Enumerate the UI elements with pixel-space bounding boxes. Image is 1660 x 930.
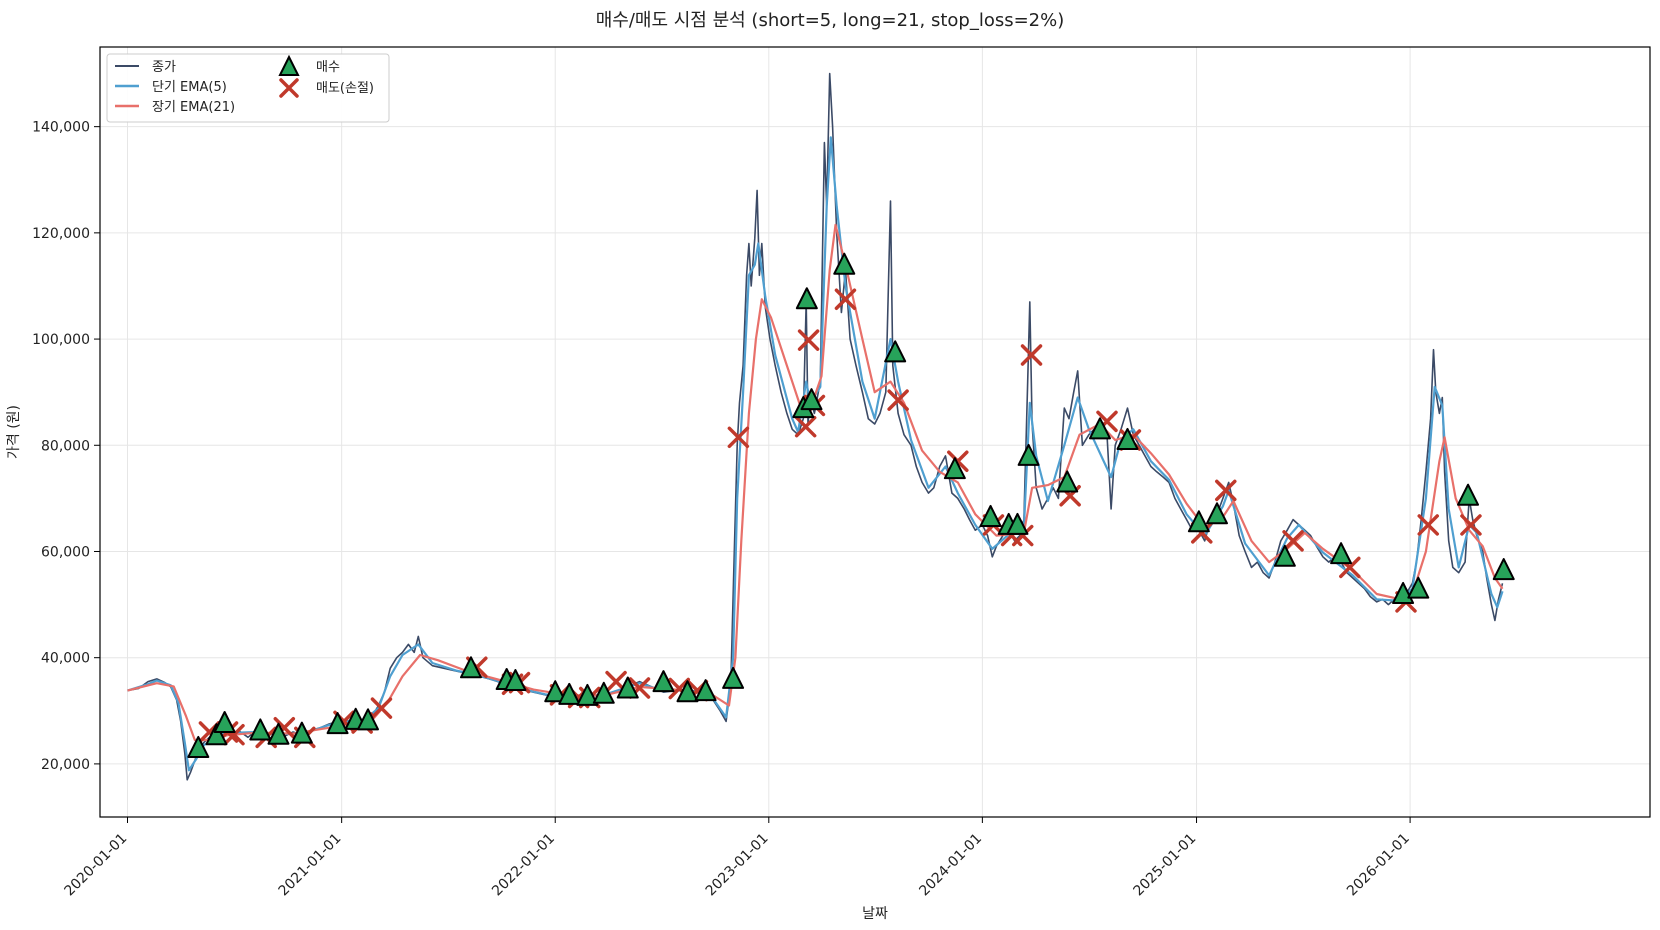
legend-sell-label: 매도(손절) <box>316 81 374 96</box>
x-tick-label: 2024-01-01 <box>916 831 985 900</box>
legend-ema-short-label: 단기 EMA(5) <box>152 80 227 95</box>
series-layer <box>127 72 1504 781</box>
y-tick-label: 140,000 <box>32 120 90 136</box>
buy-marker <box>187 735 210 758</box>
sell-marker <box>1460 514 1482 536</box>
close-price-line <box>127 72 1504 781</box>
y-tick-label: 60,000 <box>41 544 90 560</box>
buy-marker <box>213 711 236 734</box>
buy-marker <box>652 670 675 693</box>
sell-marker <box>834 288 857 310</box>
buy-marker <box>1088 417 1111 440</box>
buy-marker <box>267 722 290 745</box>
grid <box>100 47 1650 817</box>
buy-marker <box>504 669 527 692</box>
sell-marker <box>887 389 909 411</box>
y-tick-label: 20,000 <box>41 757 90 773</box>
buy-marker <box>943 457 966 480</box>
buy-marker <box>544 680 567 703</box>
buy-marker <box>795 287 818 310</box>
x-tick-label: 2022-01-01 <box>489 831 558 900</box>
legend-buy-label: 매수 <box>316 60 340 75</box>
x-tick-label: 2025-01-01 <box>1131 831 1200 900</box>
buy-marker <box>1006 512 1029 535</box>
buy-marker <box>1206 502 1229 525</box>
legend-ema-long-label: 장기 EMA(21) <box>152 100 235 115</box>
buy-marker <box>979 504 1002 527</box>
y-tick-label: 40,000 <box>41 651 90 667</box>
sell-marker <box>1417 514 1439 536</box>
buy-marker <box>205 723 228 746</box>
sell-marker <box>370 697 393 719</box>
legend-box <box>106 53 390 123</box>
buy-marker <box>592 681 615 704</box>
buy-marker <box>356 708 379 731</box>
signal-markers <box>187 252 1515 758</box>
buy-marker <box>459 656 482 679</box>
buy-marker <box>326 712 349 735</box>
sell-marker <box>727 426 750 449</box>
ema-long-line <box>127 223 1504 742</box>
buy-marker <box>884 340 907 363</box>
buy-marker <box>558 682 581 705</box>
buy-marker <box>800 388 823 411</box>
legend: 종가 단기 EMA(5) 장기 EMA(21) 매수 매도(손절) <box>106 53 390 123</box>
buy-marker <box>1273 544 1296 567</box>
legend-close-label: 종가 <box>152 60 176 75</box>
sell-marker <box>1282 530 1304 552</box>
plot-frame <box>99 46 1651 818</box>
buy-marker <box>1187 510 1210 533</box>
sell-marker <box>1020 344 1043 366</box>
x-tick-label: 2023-01-01 <box>703 831 772 900</box>
buy-marker <box>616 676 639 699</box>
buy-marker <box>576 683 599 706</box>
buy-marker <box>1056 470 1079 493</box>
buy-marker <box>290 721 313 744</box>
ema-short-line <box>127 136 1504 772</box>
buy-marker <box>676 680 699 703</box>
buy-marker <box>1116 427 1139 450</box>
buy-marker <box>694 679 717 702</box>
y-tick-label: 100,000 <box>32 332 90 348</box>
buy-marker <box>1407 576 1430 599</box>
axes: 20,000 40,000 60,000 80,000 100,000 120,000 14… <box>32 120 1413 900</box>
sell-marker <box>1215 479 1237 502</box>
buy-marker <box>1330 542 1353 565</box>
x-axis-label: 날짜 <box>862 906 888 922</box>
sell-marker <box>797 329 820 351</box>
buy-marker <box>1492 558 1515 581</box>
chart-title: 매수/매도 시점 분석 (short=5, long=21, stop_loss… <box>596 10 1065 31</box>
buy-marker <box>722 666 745 689</box>
x-tick-label: 2021-01-01 <box>276 831 345 900</box>
buy-marker <box>833 252 856 275</box>
y-tick-label: 120,000 <box>32 226 90 242</box>
y-tick-label: 80,000 <box>41 438 90 454</box>
sell-marker <box>794 415 817 438</box>
legend-buy-marker <box>278 54 300 76</box>
buy-marker <box>249 718 272 741</box>
legend-sell-marker <box>279 78 299 98</box>
buy-marker <box>1017 443 1040 466</box>
buy-marker <box>1457 483 1480 506</box>
x-tick-label: 2020-01-01 <box>61 831 130 900</box>
x-tick-label: 2026-01-01 <box>1344 831 1413 900</box>
y-axis-label: 가격 (원) <box>6 405 22 459</box>
